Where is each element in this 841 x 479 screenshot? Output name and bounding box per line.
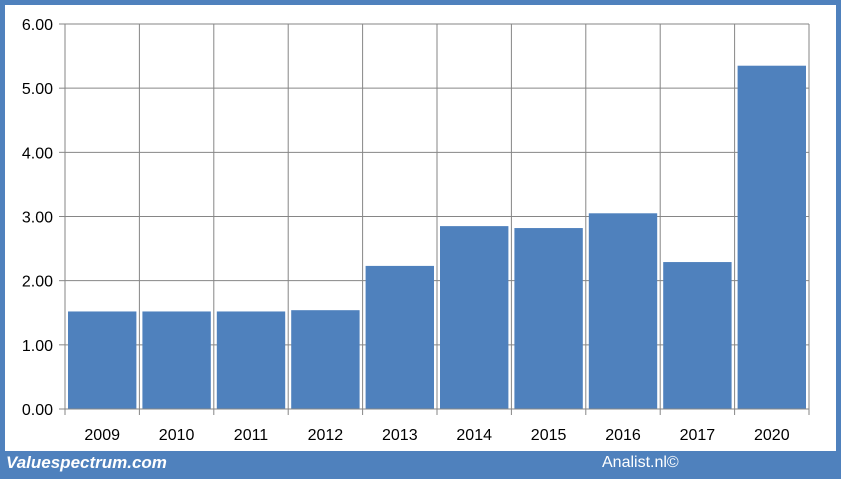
- x-tick-label: 2013: [382, 427, 418, 444]
- x-tick-label: 2017: [680, 427, 716, 444]
- x-tick-label: 2020: [754, 427, 790, 444]
- y-tick-label: 5.00: [22, 81, 53, 98]
- bar-2017: [663, 262, 732, 409]
- bar-2014: [440, 226, 509, 409]
- x-tick-label: 2010: [159, 427, 195, 444]
- x-tick-label: 2015: [531, 427, 567, 444]
- bar-2015: [514, 228, 583, 409]
- bar-2016: [588, 213, 658, 409]
- bar-2010: [142, 311, 211, 409]
- x-tick-label: 2012: [308, 427, 344, 444]
- bar-2020: [737, 65, 806, 409]
- y-tick-label: 3.00: [22, 210, 53, 227]
- source-label: Valuespectrum.com: [6, 453, 167, 472]
- y-tick-label: 1.00: [22, 338, 53, 355]
- bar-2009: [68, 311, 137, 409]
- y-tick-label: 2.00: [22, 274, 53, 291]
- y-tick-label: 4.00: [22, 145, 53, 162]
- x-tick-label: 2016: [605, 427, 641, 444]
- y-tick-label: 0.00: [22, 402, 53, 419]
- x-tick-label: 2011: [234, 427, 269, 444]
- x-tick-label: 2009: [84, 427, 120, 444]
- bar-2012: [291, 310, 360, 409]
- bar-2011: [216, 311, 286, 409]
- credit-label: Analist.nl©: [602, 454, 679, 471]
- bar-2013: [365, 265, 434, 409]
- x-tick-label: 2014: [456, 427, 492, 444]
- y-tick-label: 6.00: [22, 17, 53, 34]
